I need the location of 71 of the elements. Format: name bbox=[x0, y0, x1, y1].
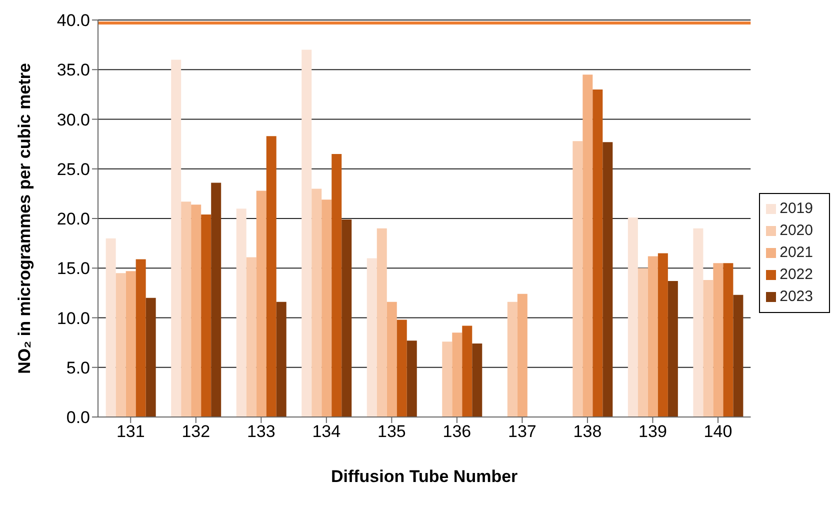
bar bbox=[406, 340, 417, 417]
x-tick-label: 138 bbox=[573, 422, 602, 442]
bar bbox=[266, 136, 276, 417]
y-tick-label: 25.0 bbox=[56, 160, 90, 179]
x-tick-label: 134 bbox=[312, 422, 341, 442]
bar bbox=[628, 218, 638, 417]
x-tick-label: 139 bbox=[638, 422, 667, 442]
y-tick-label: 0.0 bbox=[66, 408, 90, 428]
bar bbox=[507, 302, 518, 417]
bar bbox=[246, 257, 256, 417]
bar bbox=[472, 344, 482, 417]
y-tick-label: 10.0 bbox=[56, 308, 90, 328]
bar bbox=[366, 258, 377, 417]
legend-label: 2021 bbox=[780, 244, 813, 260]
bar bbox=[452, 332, 462, 417]
bar bbox=[396, 320, 407, 417]
x-tick-label: 132 bbox=[182, 422, 210, 442]
legend-label: 2020 bbox=[780, 222, 813, 238]
x-tick-label: 137 bbox=[508, 422, 536, 442]
bar bbox=[517, 294, 528, 417]
bar bbox=[116, 273, 126, 417]
bar bbox=[256, 190, 266, 417]
bar bbox=[602, 142, 613, 417]
bar bbox=[703, 280, 714, 417]
bar bbox=[376, 228, 387, 417]
legend-label: 2019 bbox=[780, 200, 813, 216]
bar bbox=[302, 50, 312, 417]
bar bbox=[236, 208, 246, 417]
x-axis-title: Diffusion Tube Number bbox=[330, 467, 518, 486]
bar bbox=[136, 259, 146, 417]
bar bbox=[146, 298, 156, 417]
bar bbox=[582, 74, 593, 417]
x-tick-label: 135 bbox=[377, 422, 406, 442]
y-tick-label: 40.0 bbox=[56, 11, 90, 30]
bar bbox=[276, 302, 286, 417]
bar bbox=[211, 182, 222, 417]
y-axis-title: NO₂ in microgrammes per cubic metre bbox=[15, 63, 34, 374]
bar bbox=[572, 141, 583, 417]
y-tick-label: 20.0 bbox=[56, 210, 90, 229]
bar bbox=[106, 238, 116, 417]
bar bbox=[386, 302, 397, 417]
legend-label: 2023 bbox=[780, 288, 813, 304]
y-tick-label: 30.0 bbox=[56, 110, 90, 130]
bar bbox=[442, 342, 452, 417]
bar bbox=[171, 60, 182, 417]
y-tick-label: 15.0 bbox=[56, 259, 90, 278]
bar bbox=[693, 228, 704, 417]
bar bbox=[332, 154, 342, 417]
x-tick-label: 136 bbox=[442, 422, 472, 442]
y-tick-label: 35.0 bbox=[56, 60, 90, 80]
bar bbox=[126, 271, 136, 417]
bar bbox=[322, 200, 332, 417]
bar bbox=[312, 188, 322, 417]
bar bbox=[713, 263, 724, 417]
bar bbox=[201, 214, 212, 417]
bar bbox=[462, 326, 472, 417]
legend-label: 2022 bbox=[780, 266, 813, 282]
x-tick-label: 131 bbox=[116, 422, 145, 442]
bar bbox=[658, 253, 668, 417]
bar bbox=[668, 281, 678, 417]
bar bbox=[181, 202, 192, 417]
x-tick-label: 133 bbox=[246, 422, 276, 442]
y-tick-label: 5.0 bbox=[66, 358, 90, 378]
x-tick-label: 140 bbox=[704, 422, 732, 442]
bar bbox=[723, 263, 734, 417]
bar bbox=[648, 256, 658, 417]
bar bbox=[592, 89, 603, 417]
bar bbox=[191, 204, 202, 417]
bar bbox=[638, 268, 648, 417]
bar bbox=[342, 219, 352, 417]
bar bbox=[733, 294, 744, 417]
